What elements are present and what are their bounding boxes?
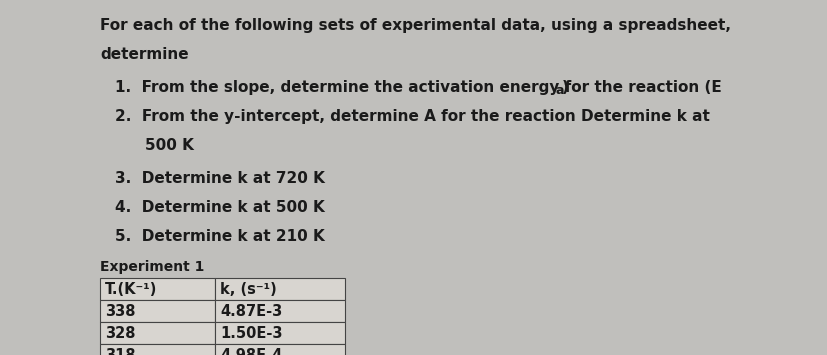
Text: 338: 338 bbox=[105, 304, 136, 318]
Text: determine: determine bbox=[100, 47, 189, 62]
Text: 4.87E-3: 4.87E-3 bbox=[220, 304, 282, 318]
Bar bbox=[100, 322, 215, 344]
Text: 4.  Determine k at 500 K: 4. Determine k at 500 K bbox=[115, 200, 324, 215]
Text: T.(K⁻¹): T.(K⁻¹) bbox=[105, 282, 157, 296]
Text: 5.  Determine k at 210 K: 5. Determine k at 210 K bbox=[115, 229, 324, 244]
Text: ): ) bbox=[562, 80, 568, 95]
Bar bbox=[100, 278, 215, 300]
Text: 4.98E-4: 4.98E-4 bbox=[220, 348, 282, 355]
Bar bbox=[215, 300, 345, 322]
Text: 328: 328 bbox=[105, 326, 136, 340]
Text: 1.  From the slope, determine the activation energy for the reaction (E: 1. From the slope, determine the activat… bbox=[115, 80, 721, 95]
Text: k, (s⁻¹): k, (s⁻¹) bbox=[220, 282, 276, 296]
Bar bbox=[215, 278, 345, 300]
Bar bbox=[215, 322, 345, 344]
Text: 1.50E-3: 1.50E-3 bbox=[220, 326, 282, 340]
Text: 3.  Determine k at 720 K: 3. Determine k at 720 K bbox=[115, 171, 324, 186]
Bar bbox=[100, 300, 215, 322]
Text: 2.  From the y-intercept, determine A for the reaction Determine k at: 2. From the y-intercept, determine A for… bbox=[115, 109, 709, 124]
Bar bbox=[100, 344, 215, 355]
Text: 500 K: 500 K bbox=[145, 138, 194, 153]
Text: For each of the following sets of experimental data, using a spreadsheet,: For each of the following sets of experi… bbox=[100, 18, 730, 33]
Bar bbox=[215, 344, 345, 355]
Text: 318: 318 bbox=[105, 348, 136, 355]
Text: Experiment 1: Experiment 1 bbox=[100, 260, 204, 274]
Text: a: a bbox=[555, 84, 563, 97]
